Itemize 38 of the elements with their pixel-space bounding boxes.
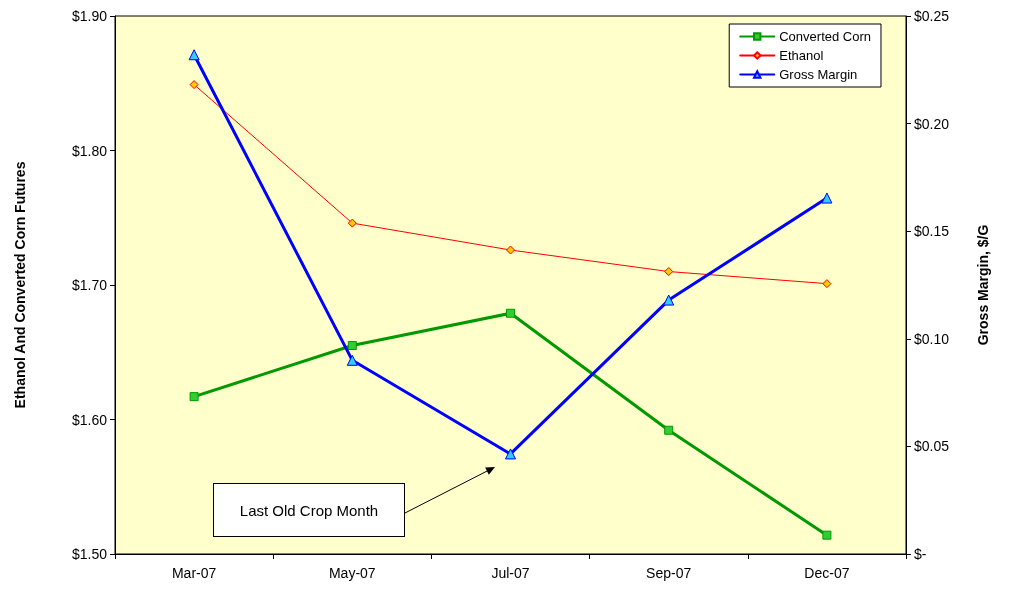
text-box: Last Old Crop Month (213, 483, 405, 537)
y2-axis-title: Gross Margin, $/G (975, 224, 991, 346)
y-tick-label: $1.60 (71, 411, 108, 428)
point (821, 192, 833, 204)
legend-label: Ethanol (779, 48, 824, 63)
y-axis-title: Ethanol And Converted Corn Futures (12, 161, 28, 409)
x-tick-label: May-07 (328, 565, 376, 581)
x-tick-label: Sep-07 (646, 565, 692, 581)
point (506, 245, 515, 255)
y-tick-label: $1.80 (71, 142, 108, 159)
point (189, 392, 199, 402)
point (347, 341, 357, 351)
point (505, 448, 516, 460)
point (346, 354, 358, 366)
point (664, 267, 674, 277)
x-tick-label: Mar-07 (171, 565, 217, 581)
y2-tick-label: $0.10 (914, 330, 950, 347)
point (188, 49, 200, 61)
point (822, 530, 832, 540)
annotation: Last Old Crop Month (239, 501, 379, 519)
y2-tick-label: $- (914, 546, 927, 562)
y2-tick-label: $0.05 (914, 438, 950, 455)
point (347, 218, 357, 228)
x-tick-label: Jul-07 (491, 565, 530, 581)
x-tick-label: Dec-07 (804, 565, 850, 581)
point (663, 294, 675, 306)
point (506, 308, 515, 318)
legend-label: Gross Margin (779, 67, 858, 82)
point (822, 279, 832, 289)
point (664, 425, 674, 435)
y2-tick-label: $0.25 (914, 8, 950, 24)
y-tick-label: $1.50 (71, 546, 108, 562)
point (189, 80, 199, 90)
y-tick-label: $1.90 (71, 8, 108, 24)
y-tick-label: $1.70 (71, 277, 108, 293)
y2-tick-label: $0.20 (914, 115, 950, 132)
legend-label: Converted Corn (779, 29, 872, 44)
y2-tick-label: $0.15 (914, 223, 950, 240)
